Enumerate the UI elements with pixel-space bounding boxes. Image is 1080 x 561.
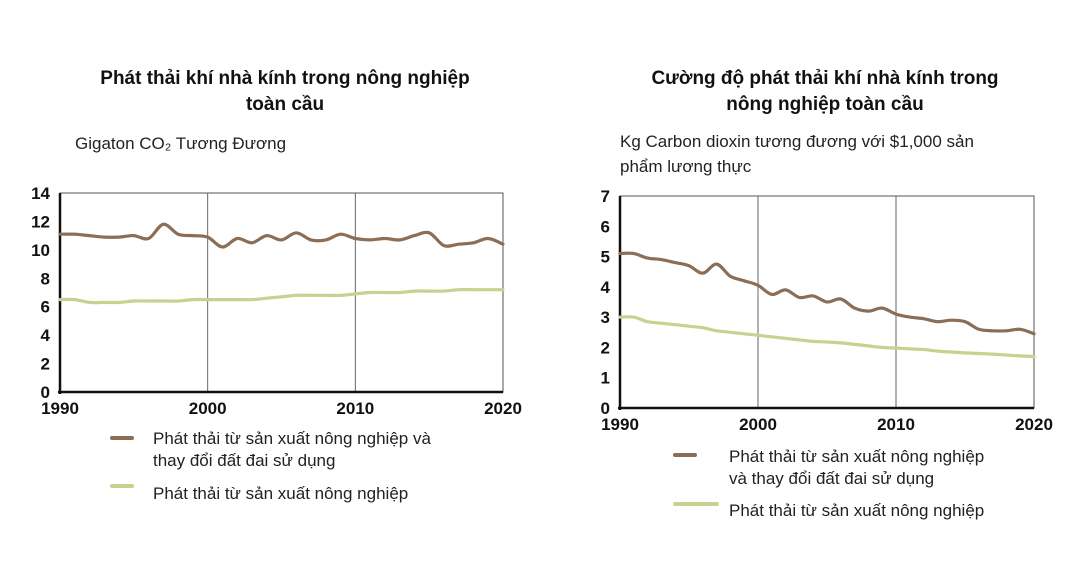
line-chart-emissions: 0 2 4 6 8 10 12 14 1990 2000 2010 2020 (31, 184, 522, 418)
line-chart-intensity: 0 1 2 3 4 5 6 7 1990 2000 2010 2020 (601, 187, 1053, 434)
legend-swatch-series-1 (673, 453, 697, 457)
y-tick-label: 14 (31, 184, 50, 203)
y-tick-label: 6 (41, 298, 50, 317)
y-tick-label: 5 (601, 248, 610, 267)
y-tick-label: 4 (41, 326, 51, 345)
chart-title-line-2: nông nghiệp toàn cầu (726, 94, 924, 115)
legend-label-line: và thay đổi đất đai sử dụng (729, 469, 935, 488)
legend-label-series-1: Phát thải từ sản xuất nông nghiệp và tha… (729, 446, 984, 490)
legend-swatch-series-2 (110, 484, 134, 488)
chart-title-line-1: Phát thải khí nhà kính trong nông nghiệp (100, 68, 470, 89)
chart-title: Phát thải khí nhà kính trong nông nghiệp… (30, 66, 540, 118)
y-tick-label: 8 (41, 269, 50, 288)
y-axis-unit-line-1: Kg Carbon dioxin tương đương với $1,000 … (620, 132, 974, 151)
x-tick-label: 2020 (484, 399, 522, 418)
x-tick-label: 2010 (877, 415, 915, 434)
series-line-2 (58, 287, 505, 305)
y-tick-label: 6 (601, 217, 610, 236)
series-line-1 (618, 251, 1036, 336)
legend-label-series-2: Phát thải từ sản xuất nông nghiệp (153, 484, 409, 503)
y-tick-label: 2 (41, 355, 50, 374)
legend: Phát thải từ sản xuất nông nghiệp và tha… (110, 428, 431, 503)
y-tick-label: 10 (31, 241, 50, 260)
x-tick-label: 2000 (739, 415, 777, 434)
legend-swatch-series-2 (673, 502, 719, 506)
y-tick-label: 0 (601, 399, 610, 418)
y-axis-unit-label: Gigaton CO₂ Tương Đương (75, 134, 287, 153)
x-tick-label: 1990 (41, 399, 79, 418)
legend-label-series-1: Phát thải từ sản xuất nông nghiệp và tha… (153, 428, 431, 472)
x-tick-label: 1990 (601, 415, 639, 434)
x-tick-label: 2000 (189, 399, 227, 418)
x-tick-label: 2010 (336, 399, 374, 418)
legend: Phát thải từ sản xuất nông nghiệp và tha… (540, 0, 1080, 561)
chart-panel-intensity: Cường độ phát thải khí nhà kính trong nô… (540, 0, 1080, 561)
y-tick-label: 2 (601, 338, 610, 357)
legend-label-line: Phát thải từ sản xuất nông nghiệp và (153, 429, 431, 448)
series-line-1 (58, 222, 505, 249)
chart-title-line-1: Cường độ phát thải khí nhà kính trong (651, 68, 999, 89)
legend-label-line: thay đổi đất đai sử dụng (153, 451, 336, 470)
legend-label-line: Phát thải từ sản xuất nông nghiệp (729, 447, 985, 466)
y-tick-label: 1 (601, 369, 610, 388)
y-tick-label: 3 (601, 308, 610, 327)
chart-panel-emissions: Phát thải khí nhà kính trong nông nghiệp… (30, 66, 540, 503)
y-tick-label: 12 (31, 212, 50, 231)
legend-swatch-series-1 (110, 436, 134, 440)
y-tick-label: 4 (601, 278, 611, 297)
chart-title-line-2: toàn cầu (245, 94, 325, 115)
y-axis-unit-label: Kg Carbon dioxin tương đương với $1,000 … (620, 129, 974, 179)
y-tick-label: 7 (601, 187, 610, 206)
chart-title: Cường độ phát thải khí nhà kính trong nô… (540, 66, 1080, 118)
y-tick-label: 0 (41, 383, 50, 402)
x-tick-label: 2020 (1015, 415, 1053, 434)
y-axis-unit-line-2: phẩm lương thực (620, 157, 752, 176)
series-line-2 (618, 315, 1036, 359)
legend-label-series-2: Phát thải từ sản xuất nông nghiệp (729, 501, 985, 520)
